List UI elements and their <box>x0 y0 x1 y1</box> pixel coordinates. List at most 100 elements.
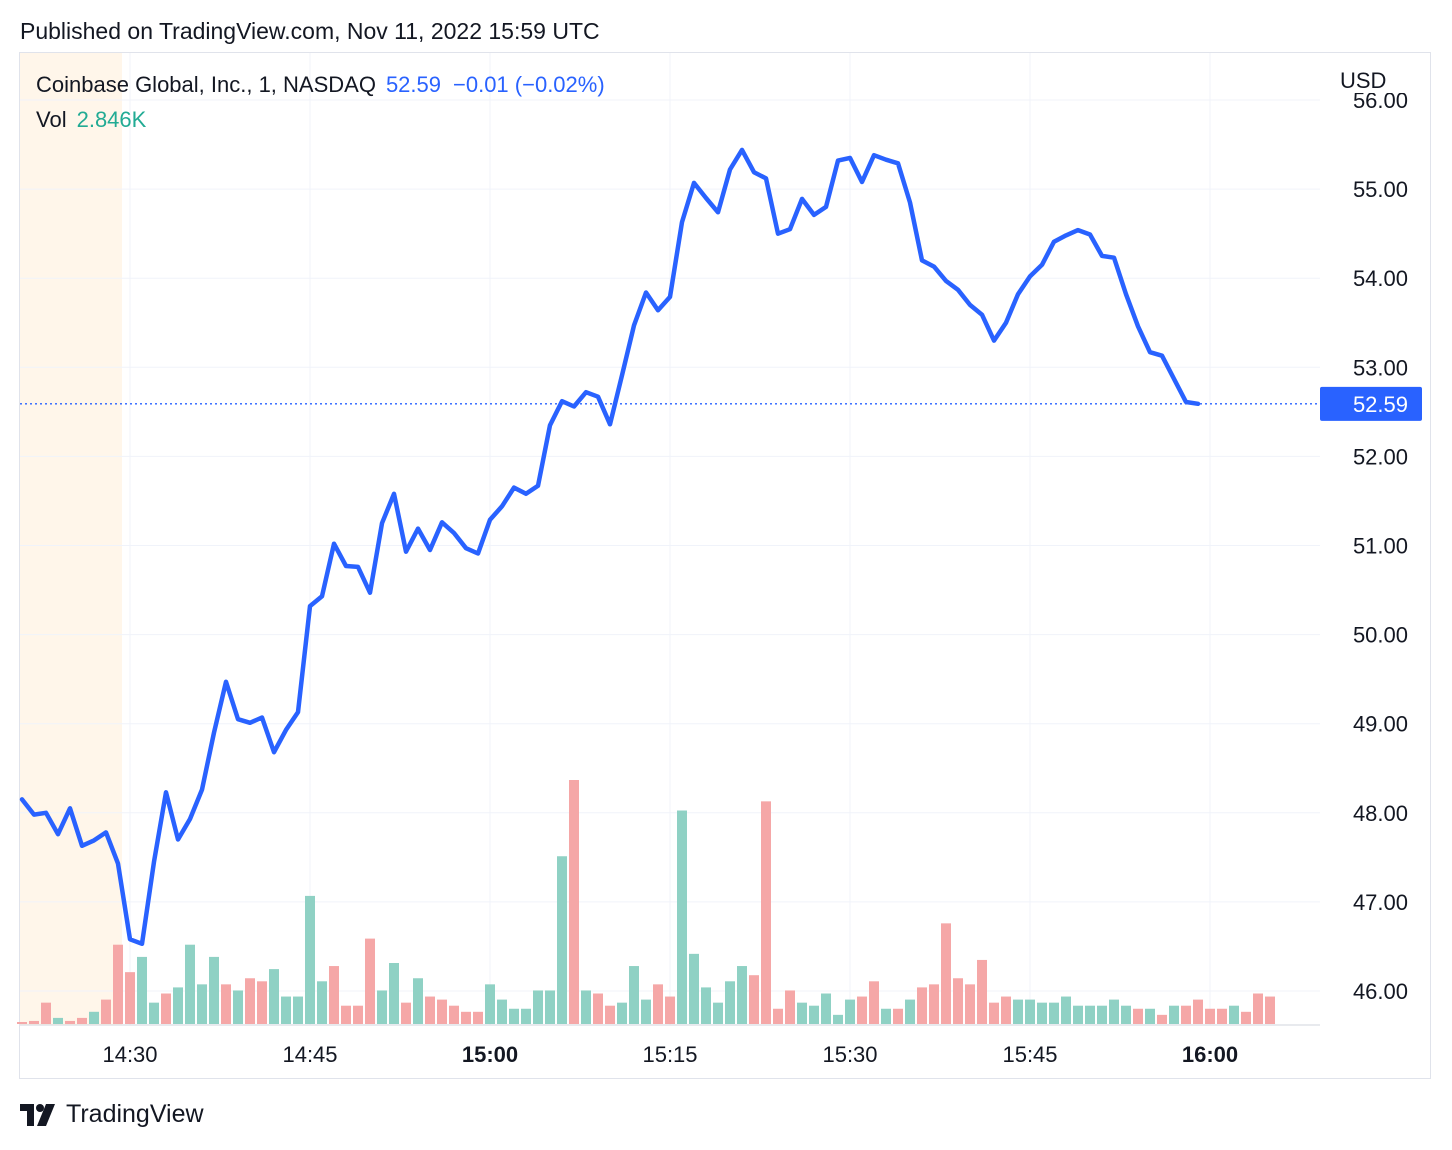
x-tick-label: 14:45 <box>282 1042 337 1067</box>
volume-bar <box>161 993 171 1024</box>
volume-label: Vol <box>36 107 67 132</box>
last-price-tag-label: 52.59 <box>1353 392 1408 417</box>
volume-bar <box>773 1008 783 1024</box>
volume-bar <box>1037 1002 1047 1024</box>
volume-bar <box>1229 1005 1239 1024</box>
volume-bar <box>929 984 939 1024</box>
volume-bar <box>437 999 447 1024</box>
volume-bar <box>125 972 135 1024</box>
volume-bar <box>605 1005 615 1024</box>
volume-bar <box>197 984 207 1024</box>
volume-bar <box>689 953 699 1024</box>
axis-header-mask <box>1322 53 1430 93</box>
volume-bar <box>821 993 831 1024</box>
volume-bar <box>1145 1008 1155 1024</box>
tradingview-logo[interactable]: TradingView <box>20 1100 204 1129</box>
volume-bar <box>473 1011 483 1024</box>
volume-bar <box>1169 1005 1179 1024</box>
volume-bar <box>941 923 951 1024</box>
volume-bar <box>77 1017 87 1024</box>
volume-bar <box>185 944 195 1024</box>
volume-bar <box>1061 996 1071 1024</box>
price-change: −0.01 (−0.02%) <box>453 72 605 97</box>
volume-bar <box>149 1002 159 1024</box>
volume-bar <box>965 984 975 1024</box>
tradingview-brand: TradingView <box>66 1100 204 1128</box>
volume-bar <box>413 978 423 1024</box>
volume-bar <box>629 966 639 1024</box>
volume-bar <box>329 966 339 1024</box>
volume-bar <box>137 956 147 1024</box>
volume-bar <box>761 801 771 1024</box>
volume-bar <box>749 975 759 1024</box>
currency-label[interactable]: USD <box>1340 68 1387 93</box>
volume-bar <box>557 856 567 1024</box>
volume-bar <box>1109 999 1119 1024</box>
volume-bar <box>317 981 327 1024</box>
volume-bar <box>113 944 123 1024</box>
y-tick-label: 52.00 <box>1353 444 1408 469</box>
volume-bar <box>209 956 219 1024</box>
volume-bar <box>569 780 579 1024</box>
volume-bar <box>1157 1014 1167 1024</box>
volume-bar <box>521 1008 531 1024</box>
volume-bar <box>1241 1011 1251 1024</box>
volume-bar <box>1121 1005 1131 1024</box>
volume-bar <box>593 993 603 1024</box>
volume-bar <box>389 963 399 1024</box>
volume-bar <box>353 1005 363 1024</box>
volume-bar <box>953 978 963 1024</box>
volume-bar <box>1013 999 1023 1024</box>
volume-bar <box>1133 1008 1143 1024</box>
volume-bar <box>1001 996 1011 1024</box>
volume-bar <box>365 938 375 1024</box>
volume-bar <box>509 1008 519 1024</box>
volume-bar <box>797 1002 807 1024</box>
volume-bar <box>893 1008 903 1024</box>
volume-bar <box>65 1020 75 1024</box>
volume-bar <box>1025 999 1035 1024</box>
volume-legend: Vol 2.846K <box>36 107 146 133</box>
volume-bar <box>1073 1005 1083 1024</box>
volume-bar <box>497 999 507 1024</box>
volume-bar <box>617 1002 627 1024</box>
y-tick-label: 54.00 <box>1353 266 1408 291</box>
y-tick-label: 55.00 <box>1353 177 1408 202</box>
symbol-label: Coinbase Global, Inc., 1, NASDAQ <box>36 72 376 97</box>
volume-value: 2.846K <box>76 107 147 132</box>
volume-bar <box>737 966 747 1024</box>
volume-bar <box>713 1002 723 1024</box>
x-tick-label: 15:15 <box>642 1042 697 1067</box>
chart-frame <box>19 52 1431 1079</box>
y-tick-label: 47.00 <box>1353 890 1408 915</box>
volume-bar <box>917 987 927 1024</box>
volume-bar <box>905 999 915 1024</box>
volume-bar <box>341 1005 351 1024</box>
published-info: Published on TradingView.com, Nov 11, 20… <box>20 18 600 44</box>
volume-bar <box>869 981 879 1024</box>
y-tick-label: 49.00 <box>1353 712 1408 737</box>
x-tick-label: 15:00 <box>462 1042 518 1067</box>
price-line <box>19 147 1201 947</box>
volume-bar <box>833 1014 843 1024</box>
volume-bar <box>881 1008 891 1024</box>
volume-bar <box>269 969 279 1024</box>
volume-bar <box>377 990 387 1024</box>
x-tick-label: 14:30 <box>102 1042 157 1067</box>
volume-bar <box>845 999 855 1024</box>
volume-bar <box>245 978 255 1024</box>
volume-bar <box>89 1011 99 1024</box>
volume-bar <box>665 996 675 1024</box>
volume-bar <box>857 996 867 1024</box>
volume-bar <box>173 987 183 1024</box>
last-price: 52.59 <box>385 72 441 97</box>
volume-bar <box>101 999 111 1024</box>
last-price-tag <box>1320 386 1422 421</box>
volume-bar <box>257 981 267 1024</box>
volume-bar <box>989 1002 999 1024</box>
volume-bar <box>1217 1008 1227 1024</box>
volume-bar <box>581 990 591 1024</box>
volume-bar <box>233 990 243 1024</box>
volume-bar <box>1097 1005 1107 1024</box>
